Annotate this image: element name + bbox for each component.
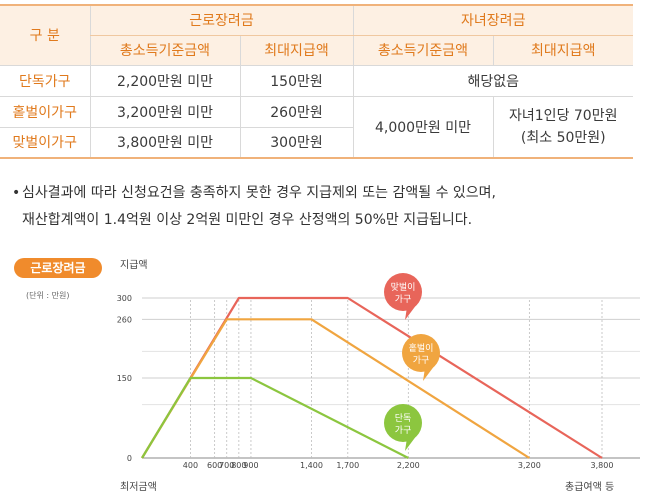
chart-series xyxy=(141,296,603,459)
row-income: 2,200만원 미만 xyxy=(89,65,240,97)
header-child-incentive: 자녀장려금 xyxy=(352,4,633,36)
x-tick-label: 600 xyxy=(207,461,222,470)
bubble-tail xyxy=(405,435,417,451)
note-line2: 재산합계액이 1.4억원 이상 2억원 미만인 경우 산정액의 50%만 지급됩… xyxy=(22,212,473,228)
row-max: 260만원 xyxy=(239,96,353,128)
x-tick-label: 800 xyxy=(231,461,246,470)
benefit-table: 구 분 근로장려금 자녀장려금 총소득기준금액 최대지급액 총소득기준금액 최대… xyxy=(0,4,633,159)
bullet: • xyxy=(12,185,21,201)
x-tick-label: 1,700 xyxy=(336,461,359,470)
series-bubble: 홑벌이가구 xyxy=(402,334,440,381)
bubble-circle xyxy=(402,334,440,372)
x-tick-label: 400 xyxy=(183,461,198,470)
header-category: 구 분 xyxy=(0,4,90,66)
bubble-label: 가구 xyxy=(413,355,430,366)
bubble-label: 가구 xyxy=(395,425,412,436)
row-category: 단독가구 xyxy=(0,65,90,97)
note-line1: 심사결과에 따라 신청요건을 충족하지 못한 경우 지급제외 또는 감액될 수 … xyxy=(22,185,496,201)
x-axis-label-right: 총급여액 등 xyxy=(565,481,614,493)
child-max: 자녀1인당 70만원 (최소 50만원) xyxy=(492,96,633,159)
bubble-label: 맞벌이 xyxy=(391,281,416,293)
x-tick-label: 700 xyxy=(219,461,234,470)
series-bubble: 단독가구 xyxy=(384,404,422,451)
row-max: 150만원 xyxy=(239,65,353,97)
chart-badge: 근로장려금 xyxy=(14,258,102,278)
header-work-incentive: 근로장려금 xyxy=(89,4,353,36)
notes: • 심사결과에 따라 신청요건을 충족하지 못한 경우 지급제외 또는 감액될 … xyxy=(12,180,637,234)
row-category: 맞벌이가구 xyxy=(0,127,90,159)
child-max-line2: (최소 50만원) xyxy=(520,129,606,146)
x-axis-label-left: 최저금액 xyxy=(120,481,157,493)
bubble-tail xyxy=(405,304,417,320)
bubble-label: 홑벌이 xyxy=(409,342,434,354)
x-tick-label: 3,800 xyxy=(591,461,614,470)
row-income: 3,200만원 미만 xyxy=(89,96,240,128)
header-child-max-payment: 최대지급액 xyxy=(492,35,633,66)
child-not-applicable: 해당없음 xyxy=(352,65,633,97)
header-child-income-threshold: 총소득기준금액 xyxy=(352,35,493,66)
series-line xyxy=(141,376,409,459)
y-tick-label: 0 xyxy=(127,454,132,463)
bubble-circle xyxy=(384,273,422,311)
header-max-payment: 최대지급액 xyxy=(239,35,353,66)
row-income: 3,800만원 미만 xyxy=(89,127,240,159)
row-max: 300만원 xyxy=(239,127,353,159)
header-income-threshold: 총소득기준금액 xyxy=(89,35,240,66)
y-tick-label: 300 xyxy=(117,294,132,303)
series-line xyxy=(141,318,530,459)
x-tick-label: 1,400 xyxy=(300,461,323,470)
x-tick-label: 3,200 xyxy=(518,461,541,470)
bubble-label: 단독 xyxy=(395,413,412,424)
y-axis-label: 지급액 xyxy=(120,259,148,271)
bubble-label: 가구 xyxy=(395,294,412,305)
child-income: 4,000만원 미만 xyxy=(352,96,493,159)
bubble-tail xyxy=(423,365,435,381)
x-tick-label: 2,200 xyxy=(397,461,420,470)
bubble-circle xyxy=(384,404,422,442)
chart-unit: (단위 : 만원) xyxy=(26,291,70,300)
y-tick-label: 260 xyxy=(117,315,132,324)
row-category: 홑벌이가구 xyxy=(0,96,90,128)
child-max-line1: 자녀1인당 70만원 xyxy=(509,107,618,124)
series-bubble: 맞벌이가구 xyxy=(384,273,422,320)
y-tick-label: 150 xyxy=(117,374,132,383)
x-tick-label: 900 xyxy=(243,461,258,470)
